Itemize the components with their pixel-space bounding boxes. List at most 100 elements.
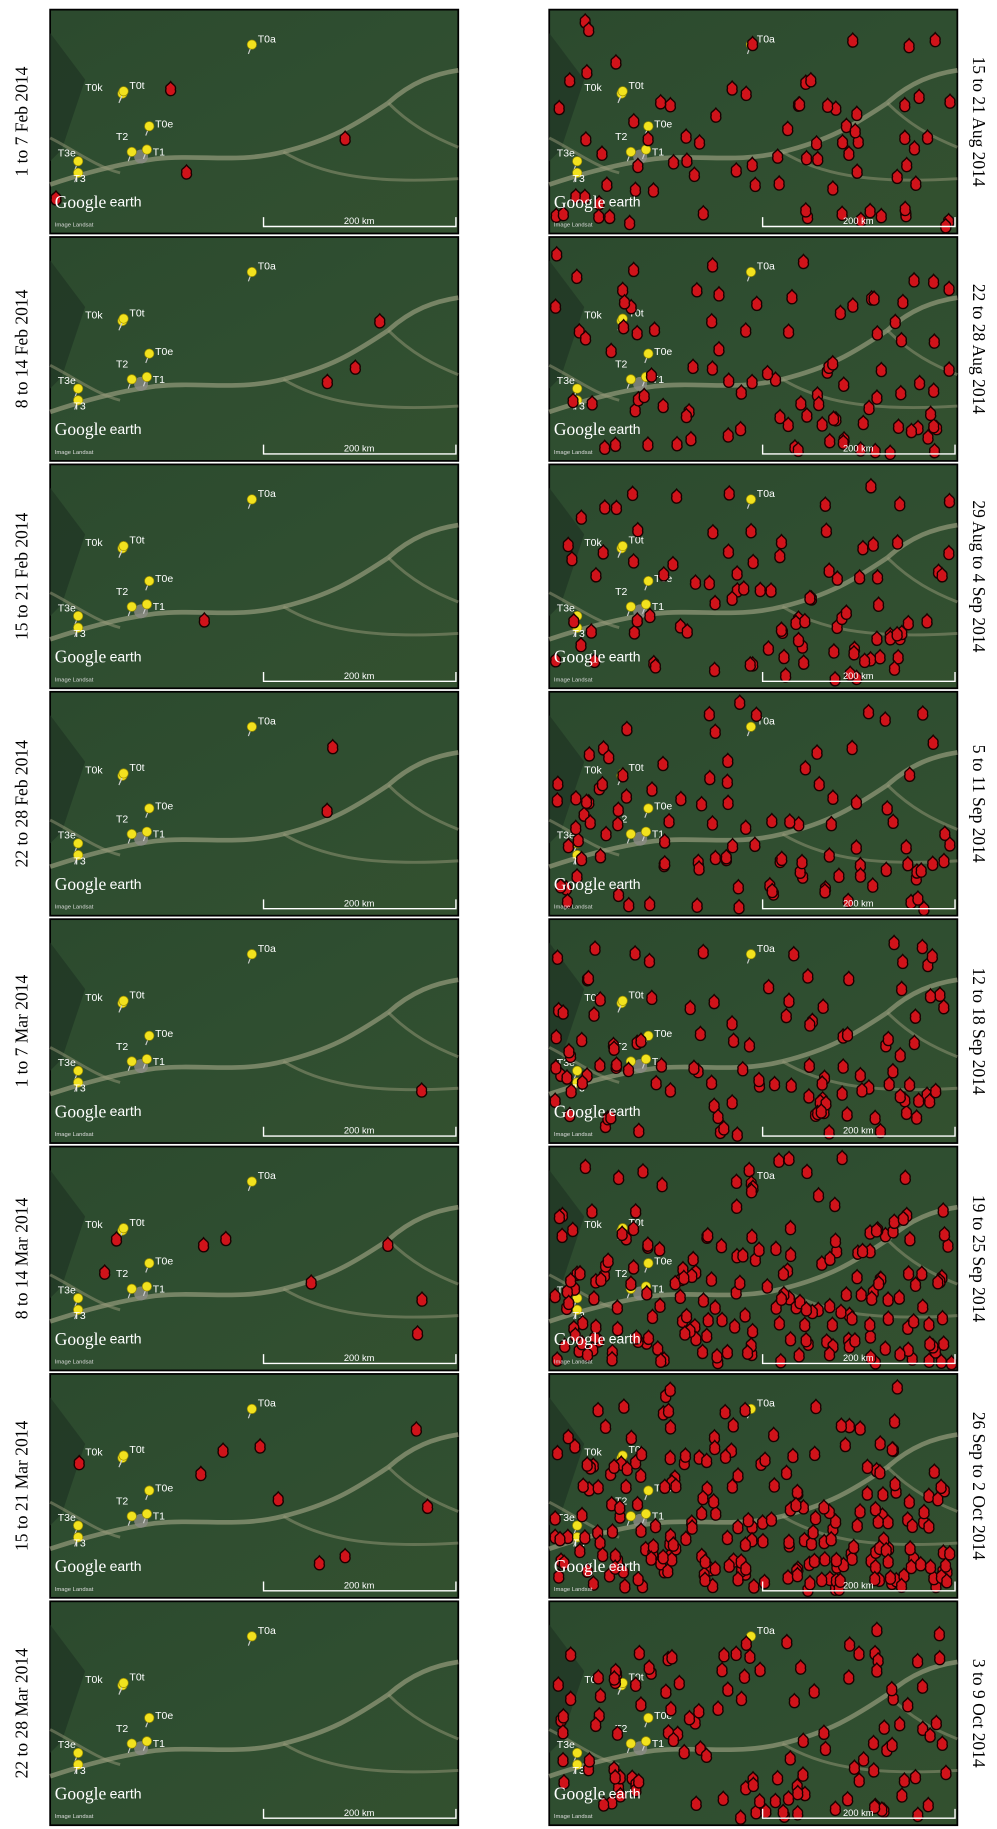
logo-google: Google [554, 647, 606, 667]
scale-label: 200 km [344, 1808, 375, 1818]
river [548, 784, 958, 864]
pin-head [572, 1747, 583, 1758]
pin-label: T0a [258, 944, 276, 955]
pin-label: T0t [629, 1445, 644, 1456]
date-label: 29 Aug to 4 Sep 2014 [969, 500, 989, 652]
pin-label: T0k [85, 538, 103, 549]
pin-head [73, 1304, 84, 1315]
logo-google: Google [55, 1329, 107, 1349]
pin-label: T0k [584, 993, 602, 1004]
pin-label: T2 [116, 814, 128, 825]
logo-earth: earth [609, 194, 641, 210]
pin-label: T3e [58, 1058, 76, 1069]
river [548, 977, 958, 1097]
date-label: 15 to 21 Feb 2014 [11, 512, 31, 640]
pin-head [643, 121, 654, 132]
river [49, 295, 459, 415]
pin-label: T1 [153, 830, 165, 841]
pin-head [625, 146, 636, 157]
river [49, 1204, 459, 1324]
pin-label: T3e [58, 603, 76, 614]
pin-head [246, 1631, 257, 1642]
pin-head [572, 156, 583, 167]
pin-head [640, 599, 652, 610]
image-credit: Image Landsat [55, 450, 94, 456]
pin-label: T1 [153, 1512, 165, 1523]
pin-head [118, 1450, 129, 1461]
pin-label: T0a [757, 1626, 775, 1637]
pin-head [126, 374, 137, 385]
pin-label: T3 [73, 1539, 85, 1550]
pin-head [745, 494, 756, 505]
date-label: 12 to 18 Sep 2014 [969, 967, 989, 1095]
river [548, 1659, 958, 1779]
pin-label: T0e [155, 574, 173, 585]
pin-label: T3e [58, 1285, 76, 1296]
pin-head [73, 1747, 84, 1758]
pin-head [640, 144, 652, 155]
pin-head [572, 1065, 583, 1076]
image-credit: Image Landsat [55, 1814, 94, 1820]
pin-head [73, 395, 84, 406]
pin-label: T3 [73, 1766, 85, 1777]
image-credit: Image Landsat [55, 223, 94, 229]
scale-label: 200 km [344, 1126, 375, 1136]
logo-google: Google [55, 647, 107, 667]
river [49, 750, 459, 869]
scale-label: 200 km [843, 216, 874, 226]
scale-label: 200 km [843, 1353, 874, 1363]
pin-label: T0k [85, 765, 103, 776]
pin-head [126, 146, 137, 157]
pin-head [640, 1508, 652, 1519]
pin-head [141, 1508, 152, 1519]
date-label: 19 to 25 Sep 2014 [969, 1195, 989, 1323]
scale-bar [262, 217, 457, 228]
pin-label: T3e [58, 1740, 76, 1751]
dark-region [50, 32, 86, 162]
pin-head [126, 601, 137, 612]
pin-head [73, 1077, 84, 1088]
pin-label: T2 [116, 1042, 128, 1053]
logo-earth: earth [110, 194, 142, 210]
pin-label: T0a [757, 716, 775, 727]
image-credit: Image Landsat [554, 1359, 593, 1365]
pin-head [625, 601, 636, 612]
pin-head [640, 1054, 652, 1065]
pin-label: T0k [584, 1220, 602, 1231]
pin-label: T0a [757, 1171, 775, 1182]
pin-head [246, 1403, 257, 1414]
pin-label: T0k [85, 1675, 103, 1686]
pin-head [625, 374, 636, 385]
pin-label: T3e [557, 831, 575, 842]
pin-label: T0a [258, 1399, 276, 1410]
pin-label: T1 [652, 1739, 664, 1750]
logo-earth: earth [110, 1103, 142, 1119]
pin-label: T3e [58, 831, 76, 842]
pin-label: T0t [629, 81, 644, 92]
pin-head [745, 949, 756, 960]
scale-label: 200 km [344, 671, 375, 681]
pin-label: T3 [573, 629, 585, 640]
pin-head [745, 266, 756, 278]
pin-label: T2 [116, 1724, 128, 1735]
pin-label: T0t [629, 763, 644, 774]
logo-google: Google [554, 874, 606, 894]
pin-head [141, 144, 152, 155]
scale-bar [761, 1354, 956, 1365]
logo-earth: earth [110, 1558, 142, 1574]
river [49, 1238, 459, 1319]
pin-head [572, 1759, 583, 1770]
pin-head [745, 721, 756, 732]
pin-label: T1 [652, 830, 664, 841]
scale-bar [761, 217, 956, 228]
logo-google: Google [55, 1101, 107, 1121]
pin-head [118, 541, 129, 552]
date-label: 26 Sep to 2 Oct 2014 [969, 1412, 989, 1560]
scale-bar [262, 1354, 457, 1365]
pin-label: T0a [258, 716, 276, 727]
pin-label: T0k [85, 83, 103, 94]
